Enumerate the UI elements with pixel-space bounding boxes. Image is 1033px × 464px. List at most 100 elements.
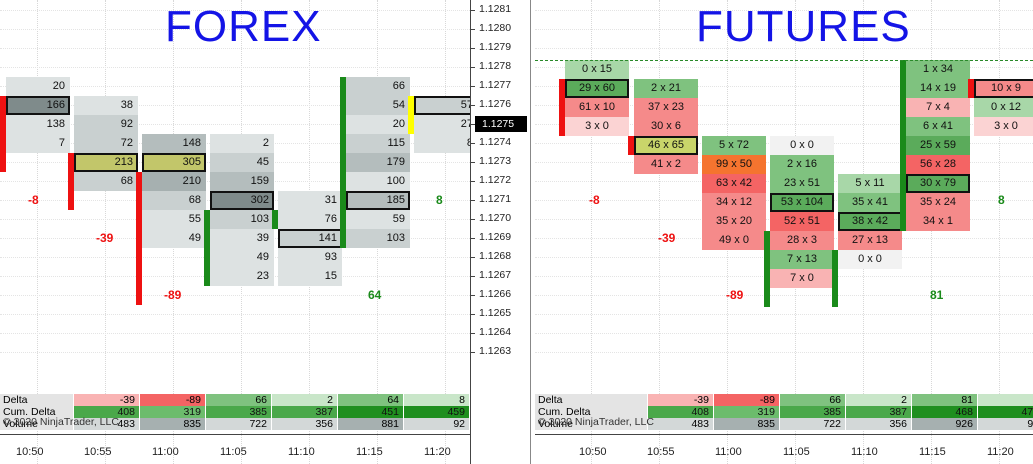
forex-volume-cell[interactable]: 15 bbox=[278, 266, 342, 286]
forex-volume-cell[interactable]: 2 bbox=[210, 133, 274, 153]
futures-bidask-cell[interactable]: 1 x 34 bbox=[906, 59, 970, 79]
futures-bidask-cell[interactable]: 0 x 15 bbox=[565, 59, 629, 79]
forex-volume-cell[interactable]: 103 bbox=[346, 228, 410, 248]
forex-volume-cell[interactable]: 55 bbox=[142, 209, 206, 229]
forex-volume-cell[interactable]: 45 bbox=[210, 152, 274, 172]
futures-bidask-cell[interactable]: 0 x 0 bbox=[838, 249, 902, 269]
summary-value-cell: -89 bbox=[139, 394, 205, 406]
forex-volume-cell[interactable]: 141 bbox=[278, 228, 342, 248]
forex-volume-cell[interactable]: 103 bbox=[210, 209, 274, 229]
forex-volume-cell[interactable]: 68 bbox=[142, 190, 206, 210]
futures-bidask-cell[interactable]: 41 x 2 bbox=[634, 154, 698, 174]
bar-delta-label: -8 bbox=[589, 193, 600, 207]
price-tick-label: 1.1279 bbox=[479, 41, 512, 53]
forex-volume-cell[interactable]: 68 bbox=[74, 171, 138, 191]
futures-bidask-cell[interactable]: 0 x 0 bbox=[770, 135, 834, 155]
horizontal-gridline bbox=[535, 295, 1033, 296]
forex-volume-cell[interactable]: 7 bbox=[6, 133, 70, 153]
price-tick-label: 1.1272 bbox=[479, 174, 512, 186]
price-tick-label: 1.1277 bbox=[479, 79, 512, 91]
futures-bidask-cell[interactable]: 35 x 20 bbox=[702, 211, 766, 231]
forex-volume-cell[interactable]: 76 bbox=[278, 209, 342, 229]
forex-volume-cell[interactable]: 59 bbox=[346, 209, 410, 229]
forex-volume-cell[interactable]: 49 bbox=[142, 228, 206, 248]
futures-bidask-cell[interactable]: 34 x 12 bbox=[702, 192, 766, 212]
summary-value-cell: 319 bbox=[713, 406, 779, 418]
futures-bidask-cell[interactable]: 53 x 104 bbox=[770, 192, 834, 212]
futures-bidask-cell[interactable]: 6 x 41 bbox=[906, 116, 970, 136]
forex-volume-cell[interactable]: 57 bbox=[414, 95, 470, 115]
futures-bidask-cell[interactable]: 7 x 13 bbox=[770, 249, 834, 269]
forex-chart-pane[interactable]: 20 166 138 7 -8 38 92 72 213 68 -39 148 305 210 68 55 49… bbox=[0, 0, 470, 464]
futures-bidask-cell[interactable]: 38 x 42 bbox=[838, 211, 902, 231]
forex-volume-cell[interactable]: 100 bbox=[346, 171, 410, 191]
summary-value-cell: 387 bbox=[271, 406, 337, 418]
forex-volume-cell[interactable]: 179 bbox=[346, 152, 410, 172]
price-tick-mark bbox=[471, 48, 475, 49]
futures-bidask-cell[interactable]: 3 x 0 bbox=[565, 116, 629, 136]
futures-bidask-cell[interactable]: 35 x 24 bbox=[906, 192, 970, 212]
forex-volume-cell[interactable]: 23 bbox=[210, 266, 274, 286]
forex-volume-cell[interactable]: 166 bbox=[6, 95, 70, 115]
futures-bidask-cell[interactable]: 35 x 41 bbox=[838, 192, 902, 212]
futures-bidask-cell[interactable]: 61 x 10 bbox=[565, 97, 629, 117]
futures-bidask-cell[interactable]: 29 x 60 bbox=[565, 78, 629, 98]
forex-volume-cell[interactable]: 54 bbox=[346, 95, 410, 115]
futures-bidask-cell[interactable]: 28 x 3 bbox=[770, 230, 834, 250]
forex-volume-cell[interactable]: 38 bbox=[74, 95, 138, 115]
forex-volume-cell[interactable]: 27 bbox=[414, 114, 470, 134]
forex-volume-cell[interactable]: 20 bbox=[346, 114, 410, 134]
forex-volume-cell[interactable]: 93 bbox=[278, 247, 342, 267]
futures-bidask-cell[interactable]: 52 x 51 bbox=[770, 211, 834, 231]
time-tick-label: 11:10 bbox=[288, 446, 315, 458]
forex-volume-cell[interactable]: 148 bbox=[142, 133, 206, 153]
futures-bidask-cell[interactable]: 2 x 21 bbox=[634, 78, 698, 98]
futures-bidask-cell[interactable]: 49 x 0 bbox=[702, 230, 766, 250]
forex-volume-cell[interactable]: 92 bbox=[74, 114, 138, 134]
forex-volume-cell[interactable]: 305 bbox=[142, 152, 206, 172]
futures-bidask-cell[interactable]: 7 x 4 bbox=[906, 97, 970, 117]
futures-bidask-cell[interactable]: 2 x 16 bbox=[770, 154, 834, 174]
futures-bidask-cell[interactable]: 7 x 0 bbox=[770, 268, 834, 288]
forex-volume-cell[interactable]: 8 bbox=[414, 133, 470, 153]
forex-volume-cell[interactable]: 49 bbox=[210, 247, 274, 267]
futures-bidask-cell[interactable]: 27 x 13 bbox=[838, 230, 902, 250]
forex-volume-cell[interactable]: 31 bbox=[278, 190, 342, 210]
futures-bidask-cell[interactable]: 23 x 51 bbox=[770, 173, 834, 193]
price-axis[interactable]: 1.1281 1.1280 1.1279 1.1278 1.1277 1.1276 1.12… bbox=[470, 0, 531, 464]
forex-volume-cell[interactable]: 72 bbox=[74, 133, 138, 153]
forex-volume-cell[interactable]: 115 bbox=[346, 133, 410, 153]
candle-bar bbox=[340, 76, 346, 248]
forex-volume-cell[interactable]: 213 bbox=[74, 152, 138, 172]
futures-bidask-cell[interactable]: 5 x 11 bbox=[838, 173, 902, 193]
futures-bidask-cell[interactable]: 30 x 79 bbox=[906, 173, 970, 193]
forex-volume-cell[interactable]: 302 bbox=[210, 190, 274, 210]
forex-volume-cell[interactable]: 210 bbox=[142, 171, 206, 191]
forex-volume-cell[interactable]: 138 bbox=[6, 114, 70, 134]
futures-bidask-cell[interactable]: 25 x 59 bbox=[906, 135, 970, 155]
price-tick-mark bbox=[471, 352, 475, 353]
futures-bidask-cell[interactable]: 63 x 42 bbox=[702, 173, 766, 193]
futures-bidask-cell[interactable]: 14 x 19 bbox=[906, 78, 970, 98]
summary-value-cell: 92 bbox=[403, 418, 469, 430]
bar-delta-label: 81 bbox=[930, 288, 944, 302]
futures-bidask-cell[interactable]: 10 x 9 bbox=[974, 78, 1033, 98]
horizontal-gridline bbox=[535, 105, 1033, 106]
summary-value-cell: 8 bbox=[403, 394, 469, 406]
forex-volume-cell[interactable]: 39 bbox=[210, 228, 274, 248]
futures-bidask-cell[interactable]: 56 x 28 bbox=[906, 154, 970, 174]
futures-chart-pane[interactable]: 0 x 15 29 x 60 61 x 10 3 x 0 -8 2 x 21 37 x 23… bbox=[535, 0, 1033, 464]
futures-bidask-cell[interactable]: 0 x 12 bbox=[974, 97, 1033, 117]
futures-bidask-cell[interactable]: 5 x 72 bbox=[702, 135, 766, 155]
forex-volume-cell[interactable]: 159 bbox=[210, 171, 274, 191]
futures-bidask-cell[interactable]: 99 x 50 bbox=[702, 154, 766, 174]
futures-bidask-cell[interactable]: 34 x 1 bbox=[906, 211, 970, 231]
forex-volume-cell[interactable]: 66 bbox=[346, 76, 410, 96]
futures-bidask-cell[interactable]: 46 x 65 bbox=[634, 135, 698, 155]
futures-bidask-cell[interactable]: 3 x 0 bbox=[974, 116, 1033, 136]
futures-bidask-cell[interactable]: 30 x 6 bbox=[634, 116, 698, 136]
horizontal-gridline bbox=[535, 67, 1033, 68]
forex-volume-cell[interactable]: 20 bbox=[6, 76, 70, 96]
futures-bidask-cell[interactable]: 37 x 23 bbox=[634, 97, 698, 117]
forex-volume-cell[interactable]: 185 bbox=[346, 190, 410, 210]
